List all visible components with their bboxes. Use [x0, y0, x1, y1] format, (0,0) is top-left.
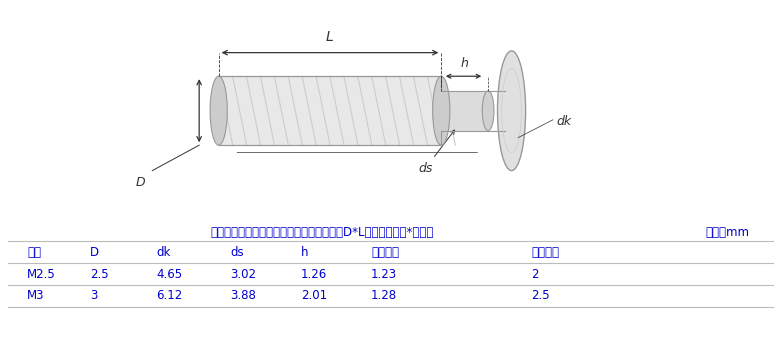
Text: L: L — [326, 29, 333, 44]
Text: 规格: 规格 — [27, 246, 41, 259]
Ellipse shape — [210, 76, 227, 145]
Text: ds: ds — [230, 246, 244, 259]
Text: 1.23: 1.23 — [371, 268, 397, 281]
Text: D: D — [136, 176, 145, 189]
Text: 头部厚度: 头部厚度 — [371, 246, 399, 259]
Text: ds: ds — [419, 130, 455, 175]
Text: 2.5: 2.5 — [90, 268, 109, 281]
Text: h: h — [461, 57, 469, 70]
Text: 4.65: 4.65 — [156, 268, 182, 281]
Ellipse shape — [433, 76, 450, 145]
Text: 1.26: 1.26 — [301, 268, 327, 281]
Text: M2.5: M2.5 — [27, 268, 56, 281]
Text: 单位：mm: 单位：mm — [706, 226, 750, 239]
Text: M3: M3 — [27, 289, 45, 302]
Text: 存在正负公差特别在意者甚拍，参考规格由D*L组成（内直径*长度）: 存在正负公差特别在意者甚拍，参考规格由D*L组成（内直径*长度） — [211, 226, 434, 239]
Text: 扬手规格: 扬手规格 — [531, 246, 559, 259]
Text: 2: 2 — [531, 268, 539, 281]
Text: dk: dk — [557, 115, 572, 128]
Text: dk: dk — [156, 246, 170, 259]
Text: 3.02: 3.02 — [230, 268, 256, 281]
Text: h: h — [301, 246, 308, 259]
Text: 2.5: 2.5 — [531, 289, 550, 302]
Polygon shape — [219, 76, 441, 145]
Text: 1.28: 1.28 — [371, 289, 397, 302]
Polygon shape — [441, 91, 488, 131]
Text: 3.88: 3.88 — [230, 289, 256, 302]
Text: 6.12: 6.12 — [156, 289, 183, 302]
Text: 2.01: 2.01 — [301, 289, 326, 302]
Ellipse shape — [497, 51, 526, 171]
Ellipse shape — [482, 91, 494, 131]
Text: 3: 3 — [90, 289, 97, 302]
Text: D: D — [90, 246, 99, 259]
